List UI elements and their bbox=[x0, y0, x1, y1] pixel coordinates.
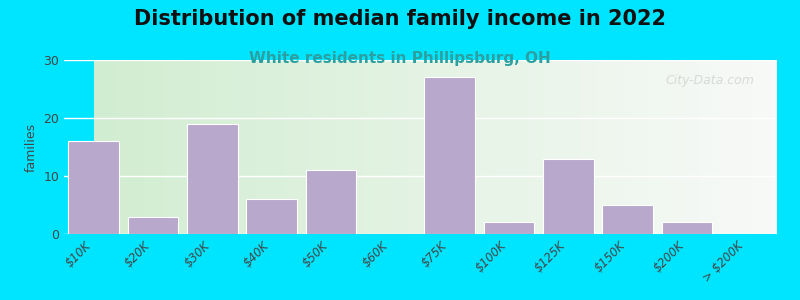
Bar bbox=[662, 222, 712, 234]
Bar bbox=[484, 222, 534, 234]
Bar bbox=[187, 124, 238, 234]
Bar bbox=[306, 170, 356, 234]
Y-axis label: families: families bbox=[25, 122, 38, 172]
Bar bbox=[246, 199, 297, 234]
Bar bbox=[543, 159, 594, 234]
Text: City-Data.com: City-Data.com bbox=[666, 74, 754, 87]
Bar bbox=[128, 217, 178, 234]
Text: Distribution of median family income in 2022: Distribution of median family income in … bbox=[134, 9, 666, 29]
Bar bbox=[602, 205, 653, 234]
Bar bbox=[69, 141, 119, 234]
Text: White residents in Phillipsburg, OH: White residents in Phillipsburg, OH bbox=[249, 51, 551, 66]
Bar bbox=[425, 77, 475, 234]
